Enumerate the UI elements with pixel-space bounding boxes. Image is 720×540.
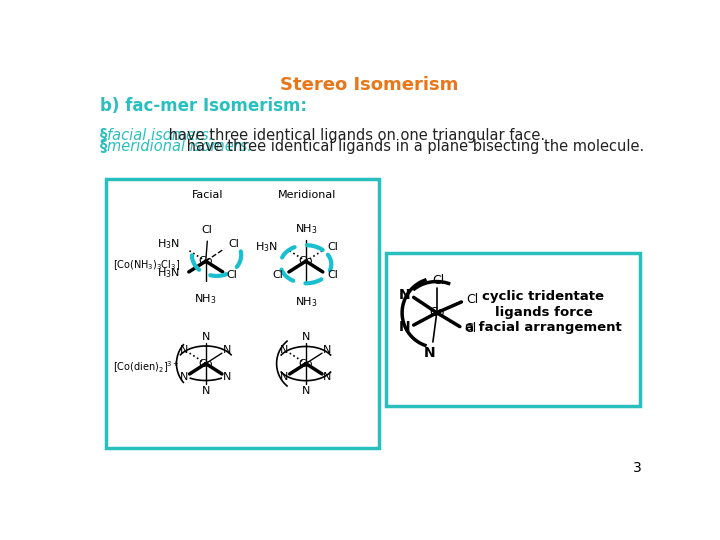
Text: ligands force: ligands force	[495, 306, 593, 319]
Bar	[106, 179, 379, 448]
Text: §: §	[99, 128, 112, 143]
Text: Cl: Cl	[466, 293, 478, 306]
Text: [Co(NH$_3$)$_3$Cl$_3$]: [Co(NH$_3$)$_3$Cl$_3$]	[113, 258, 181, 272]
Text: Co: Co	[199, 359, 213, 369]
Text: N: N	[202, 332, 210, 342]
Text: N: N	[323, 345, 332, 355]
Text: Co: Co	[299, 359, 313, 369]
Text: a facial arrangement: a facial arrangement	[465, 321, 622, 334]
Text: Cl: Cl	[328, 242, 338, 252]
Text: Cl: Cl	[432, 274, 444, 287]
Text: N: N	[280, 345, 289, 355]
Text: N: N	[399, 288, 410, 302]
Text: cyclic tridentate: cyclic tridentate	[482, 291, 605, 303]
Text: facial isomers:: facial isomers:	[107, 128, 214, 143]
Text: N: N	[424, 346, 436, 360]
Text: NH$_3$: NH$_3$	[194, 292, 217, 306]
Text: N: N	[302, 332, 310, 342]
Text: N: N	[323, 373, 332, 382]
Text: Cl: Cl	[328, 270, 338, 280]
Text: H$_3$N: H$_3$N	[157, 267, 179, 280]
Text: Cl: Cl	[272, 270, 283, 280]
Text: N: N	[223, 345, 232, 355]
Text: 3: 3	[633, 461, 642, 475]
Text: H$_3$N: H$_3$N	[157, 237, 179, 251]
Text: b) fac-mer Isomerism:: b) fac-mer Isomerism:	[99, 97, 307, 115]
Text: Stereo Isomerism: Stereo Isomerism	[280, 76, 458, 93]
Text: N: N	[302, 386, 310, 395]
Text: Co: Co	[299, 256, 313, 266]
Text: Cl: Cl	[227, 270, 238, 280]
Text: N: N	[180, 345, 189, 355]
Text: §: §	[99, 139, 112, 154]
Text: Meridional: Meridional	[278, 190, 336, 200]
Text: N: N	[399, 320, 410, 334]
Text: NH$_3$: NH$_3$	[294, 295, 318, 309]
Text: N: N	[202, 386, 210, 395]
Text: NH$_3$: NH$_3$	[294, 222, 318, 235]
Text: Cl: Cl	[228, 239, 239, 249]
Text: Cl: Cl	[202, 225, 212, 235]
Text: have three identical ligands in a plane bisecting the molecule.: have three identical ligands in a plane …	[182, 139, 644, 154]
Text: Facial: Facial	[192, 190, 223, 200]
Text: Cl: Cl	[464, 322, 477, 335]
Text: meridional isomers:: meridional isomers:	[107, 139, 253, 154]
Text: Co: Co	[199, 256, 213, 266]
Text: N: N	[180, 373, 189, 382]
Text: H$_3$N: H$_3$N	[255, 240, 278, 254]
Text: [Co(dien)$_2$]$^{3+}$: [Co(dien)$_2$]$^{3+}$	[113, 360, 180, 375]
Text: N: N	[280, 373, 289, 382]
Text: have three identical ligands on one triangular face.: have three identical ligands on one tria…	[164, 128, 545, 143]
Text: N: N	[223, 373, 232, 382]
Text: Co: Co	[429, 306, 444, 319]
Bar	[386, 253, 640, 406]
